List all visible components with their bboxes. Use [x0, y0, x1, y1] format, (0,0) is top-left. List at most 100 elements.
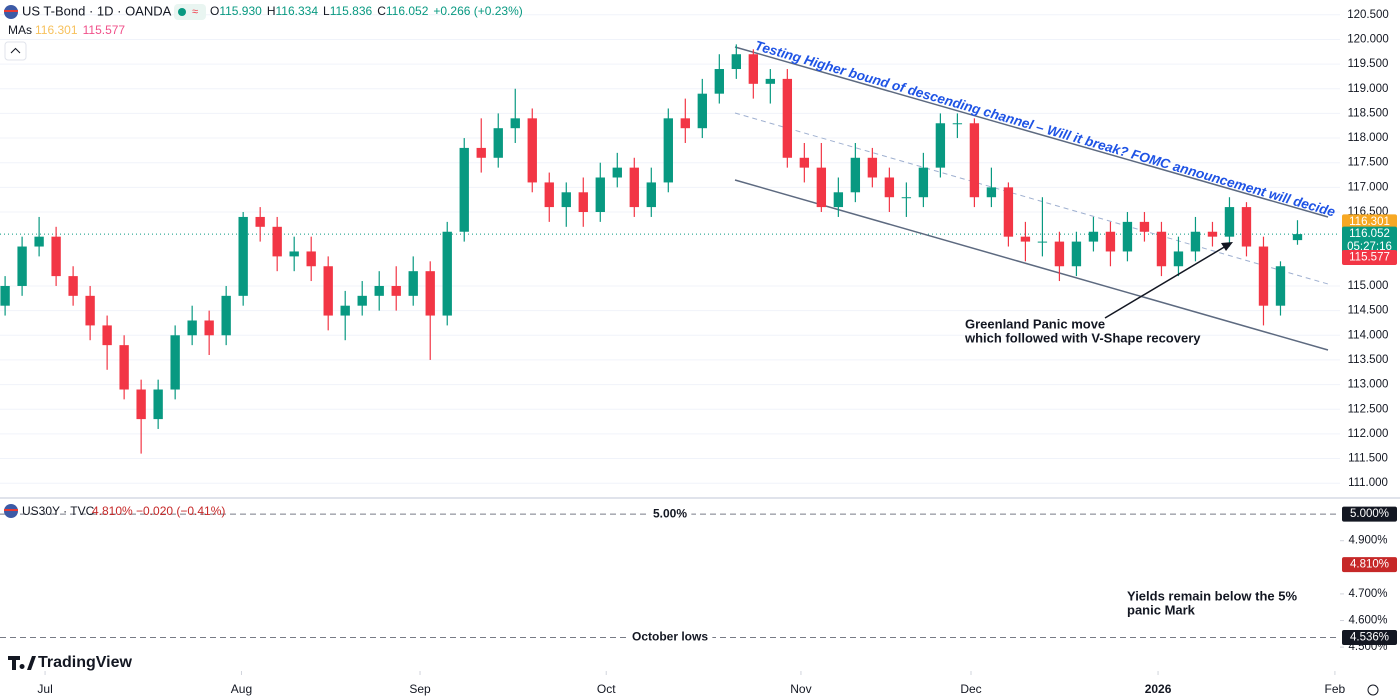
price-label: 115.577	[1349, 252, 1390, 264]
candle-body	[51, 236, 61, 277]
ohlc-value: 115.930	[219, 4, 262, 18]
candle-body	[1292, 234, 1303, 241]
ohlc-key: L	[323, 4, 330, 18]
ohlc-key: O	[210, 4, 219, 18]
price-label: 4.810%	[1350, 559, 1389, 571]
candle-body	[1088, 231, 1099, 242]
plot	[0, 44, 1303, 454]
candle-body	[102, 325, 112, 346]
candle-body	[867, 157, 878, 178]
candle-body	[85, 295, 95, 326]
x-tick-label: Feb	[1325, 682, 1346, 696]
y-tick-label: 120.500	[1347, 9, 1389, 21]
price-label: 4.536%	[1350, 632, 1389, 644]
arrow	[1104, 245, 1227, 319]
candle-body	[884, 177, 895, 198]
y-tick-label: 4.600%	[1348, 615, 1387, 627]
candle-body	[340, 305, 350, 316]
x-tick-label: Nov	[790, 682, 811, 696]
candle-body	[357, 295, 367, 306]
candle-body	[0, 285, 10, 306]
candle-body	[952, 123, 963, 125]
candle-body	[459, 147, 469, 232]
candle-body	[578, 192, 588, 213]
settings-icon[interactable]	[1367, 684, 1379, 696]
y-tick-label: 117.000	[1348, 181, 1389, 193]
candle-body	[170, 335, 180, 390]
y-tick-label: 111.500	[1348, 453, 1388, 465]
candle-body	[1105, 231, 1116, 252]
candle-body	[663, 118, 673, 183]
candle-body	[1020, 236, 1031, 242]
status-icon: ≈	[192, 6, 198, 18]
candle-body	[221, 295, 231, 336]
ma-value: 116.301	[35, 23, 78, 37]
y-tick-label: 4.900%	[1348, 535, 1387, 547]
y-tick-label: 113.500	[1348, 354, 1389, 366]
ohlc-value: 116.052	[386, 4, 429, 18]
candle-body	[646, 182, 656, 208]
y-tick-label: 118.000	[1348, 132, 1389, 144]
candle-body	[68, 276, 78, 296]
annotation: panic Mark	[1127, 602, 1196, 617]
candle-body	[544, 182, 554, 208]
candle-body	[561, 192, 571, 208]
annotation: which followed with V-Shape recovery	[964, 330, 1201, 345]
collapse-button[interactable]	[4, 41, 27, 61]
flag-icon	[4, 10, 18, 12]
candle-body	[1003, 187, 1014, 237]
candle-body	[374, 285, 384, 296]
candle-body	[136, 389, 146, 420]
candle-body	[493, 128, 503, 158]
y-tick-label: 114.500	[1348, 305, 1389, 317]
price-label-bg	[1342, 214, 1397, 230]
candle-body	[1054, 241, 1065, 267]
logo: TradingView	[38, 654, 133, 671]
ma-value: 115.577	[83, 23, 126, 37]
candle-body	[1037, 241, 1048, 243]
candle-body	[629, 167, 639, 208]
arrow-head	[1221, 242, 1233, 251]
candle-body	[714, 69, 724, 94]
candle-body	[612, 167, 622, 178]
level-label: October lows	[632, 630, 708, 644]
y-tick-label: 112.500	[1348, 403, 1389, 415]
level-label-bg	[627, 628, 713, 645]
y-tick-label: 113.000	[1348, 379, 1389, 391]
candle-body	[510, 118, 520, 129]
level-label-bg	[648, 505, 692, 522]
candle-body	[1207, 231, 1218, 237]
candle-body	[1156, 231, 1167, 267]
level-label: 5.00%	[653, 506, 687, 520]
candle-body	[697, 93, 707, 129]
price-label-bg	[1342, 630, 1397, 646]
candle-body	[119, 345, 129, 390]
candle-body	[765, 78, 776, 84]
x-tick-label: 2026	[1145, 682, 1172, 696]
candle-body	[442, 231, 452, 316]
price-label-bg	[1342, 557, 1397, 573]
ma-legend: 116.301 115.577	[35, 23, 125, 37]
candle-body	[731, 54, 741, 70]
candle-body	[408, 271, 418, 296]
candle-body	[306, 251, 316, 267]
channel-lower	[734, 179, 1329, 351]
y-tick-label: 120.000	[1347, 33, 1389, 45]
symbol-title: US30Y · TVC	[22, 504, 95, 518]
candle-body	[425, 271, 435, 316]
flag-icon	[4, 509, 18, 511]
y-tick-label: 118.500	[1348, 107, 1389, 119]
candle-body	[238, 216, 248, 296]
candle-body	[918, 167, 929, 198]
candle-body	[153, 389, 163, 420]
ohlc-key: H	[267, 4, 276, 18]
candle-body	[969, 123, 980, 198]
candle-body	[1258, 246, 1269, 306]
y-tick-label: 117.500	[1348, 157, 1389, 169]
ohlc-legend: O115.930 H116.334 L115.836 C116.052 +0.266 (…	[210, 4, 523, 18]
candle-body	[833, 192, 844, 208]
candle-body	[476, 147, 486, 158]
candle-body	[1241, 207, 1252, 247]
candle-body	[323, 266, 333, 316]
